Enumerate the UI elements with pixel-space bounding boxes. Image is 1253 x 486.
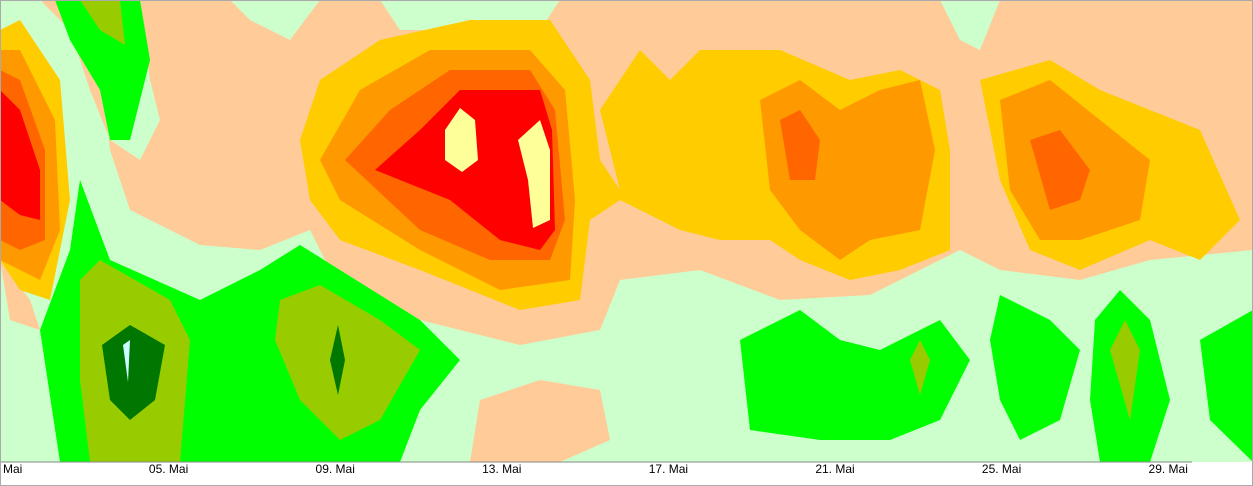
contour-level <box>0 260 40 330</box>
contour-level <box>0 90 40 220</box>
x-tick-label: Mai <box>3 462 22 476</box>
contour-level <box>1030 130 1090 210</box>
contour-level <box>1110 320 1140 420</box>
contour-level <box>330 325 345 395</box>
x-tick-label: 05. Mai <box>149 462 188 476</box>
contour-level <box>740 310 970 440</box>
x-tick-label: 13. Mai <box>482 462 521 476</box>
contour-level <box>910 340 930 395</box>
x-tick-label: 21. Mai <box>815 462 854 476</box>
contour-level <box>102 325 165 420</box>
contour-level <box>55 0 150 140</box>
x-tick-label: 29. Mai <box>1149 462 1188 476</box>
contour-level <box>375 90 555 250</box>
contour-level <box>123 340 130 382</box>
contour-level <box>780 110 820 180</box>
contour-field <box>0 0 1253 462</box>
contour-level <box>275 285 420 440</box>
x-ticks: Mai 05. Mai 09. Mai 13. Mai 17. Mai 21. Mai 25… <box>3 462 1188 476</box>
x-tick-label: 25. Mai <box>982 462 1021 476</box>
contour-level <box>1200 310 1253 462</box>
contour-level <box>990 295 1080 440</box>
contour-level <box>470 380 610 462</box>
contour-level <box>445 108 478 172</box>
x-tick-label: 17. Mai <box>649 462 688 476</box>
contour-level <box>80 0 125 45</box>
contour-level <box>518 120 550 228</box>
x-tick-label: 09. Mai <box>316 462 355 476</box>
